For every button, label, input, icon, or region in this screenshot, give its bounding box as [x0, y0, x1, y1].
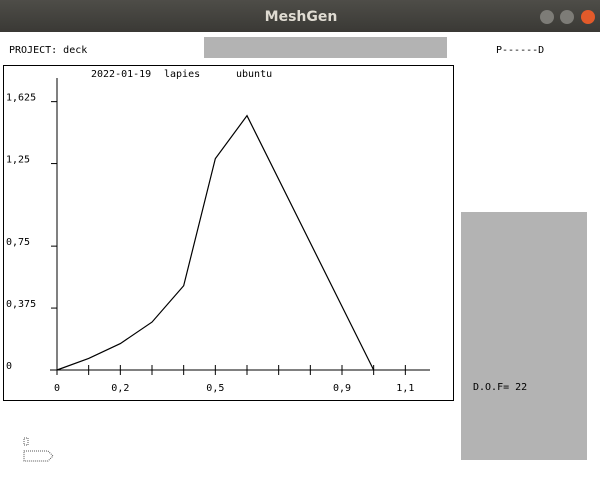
minimize-button[interactable] — [540, 10, 554, 24]
progress-label: P------D — [496, 45, 544, 56]
side-panel — [461, 212, 587, 460]
y-tick-label: 0 — [6, 361, 12, 372]
y-tick-label: 1,25 — [6, 155, 30, 166]
x-tick-label: 0,2 — [111, 383, 129, 394]
plot-annotation: 2022-01-19 — [91, 69, 151, 80]
plot-annotation: lapies — [164, 69, 200, 80]
plot-annotation: ubuntu — [236, 69, 272, 80]
cursor-icon — [23, 437, 29, 446]
x-tick-label: 0,9 — [333, 383, 351, 394]
maximize-button[interactable] — [560, 10, 574, 24]
close-button[interactable] — [581, 10, 595, 24]
x-tick-label: 0,5 — [206, 383, 224, 394]
x-tick-label: 1,1 — [396, 383, 414, 394]
y-tick-label: 0,375 — [6, 299, 36, 310]
y-tick-label: 0,75 — [6, 237, 30, 248]
prompt-icon — [23, 450, 54, 462]
data-line — [56, 114, 375, 371]
plot: 2022-01-19 lapies ubuntu 0 0,2 0,5 0,9 1,1 0 0,37… — [6, 69, 430, 394]
plot-frame — [3, 65, 454, 401]
window-title: MeshGen — [265, 9, 338, 25]
title-bar — [0, 0, 600, 32]
status-bar — [204, 37, 447, 58]
dof-label: D.O.F= 22 — [473, 382, 527, 393]
project-label: PROJECT: deck — [9, 45, 87, 56]
x-tick-label: 0 — [54, 383, 60, 394]
y-tick-label: 1,625 — [6, 93, 36, 104]
